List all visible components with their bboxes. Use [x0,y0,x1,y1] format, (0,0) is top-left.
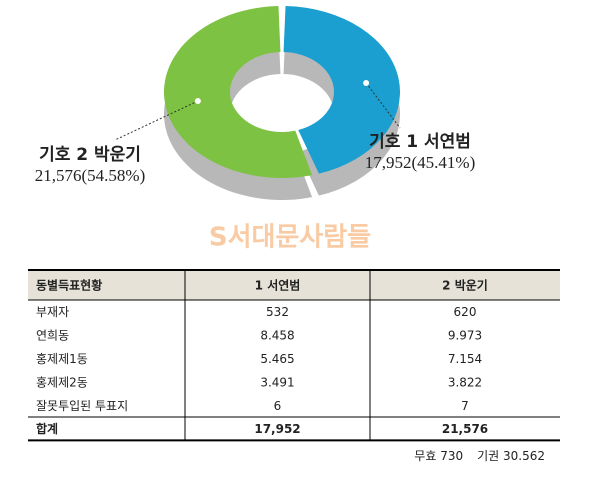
table-cell: 5.465 [260,352,294,366]
table-cell: 17,952 [254,422,300,436]
table-cell: 7 [461,399,469,413]
table-cell: 7.154 [448,352,482,366]
table-cell: 합계 [36,421,58,436]
table-cell: 3.491 [260,375,294,389]
table-cell: 620 [454,305,477,319]
table-cell: 6 [274,399,282,413]
value-label: 21,576(54.58%) [35,166,145,185]
footnote: 기권 30.562 [477,449,545,463]
table-cell: 21,576 [442,422,488,436]
header-cell: 2 박운기 [442,278,488,293]
header-cell: 1 서연범 [255,278,301,293]
value-label: 17,952(45.41%) [365,153,475,172]
legend-label: 기호 1 서연범 [369,132,471,152]
segment [164,6,313,179]
header-cell: 동별득표현황 [36,278,102,293]
watermark: S서대문사람들 [209,223,371,253]
table-cell: 연희동 [36,329,69,343]
header-bg [28,270,560,300]
segment [283,6,400,174]
table-cell: 부재자 [36,305,69,319]
legend-label: 기호 2 박운기 [39,145,141,165]
table-cell: 홍제제2동 [36,375,88,389]
table-cell: 홍제제1동 [36,352,88,366]
table-cell: 3.822 [448,375,482,389]
table-cell: 잘못투입된 투표지 [36,399,128,413]
table-cell: 9.973 [448,329,482,343]
table-cell: 532 [266,305,289,319]
footnote: 무효 730 [414,449,463,463]
leader-dot [194,98,201,105]
leader-line [114,100,199,141]
table-cell: 8.458 [260,329,294,343]
leader-dot [363,79,370,86]
leader-line [365,82,401,129]
